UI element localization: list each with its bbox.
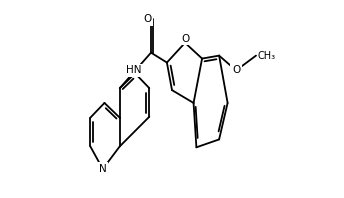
Text: O: O bbox=[232, 65, 240, 75]
Text: O: O bbox=[143, 14, 151, 24]
Text: O: O bbox=[181, 34, 189, 44]
Text: N: N bbox=[99, 164, 107, 174]
Text: HN: HN bbox=[126, 65, 142, 75]
Text: CH₃: CH₃ bbox=[258, 51, 276, 61]
